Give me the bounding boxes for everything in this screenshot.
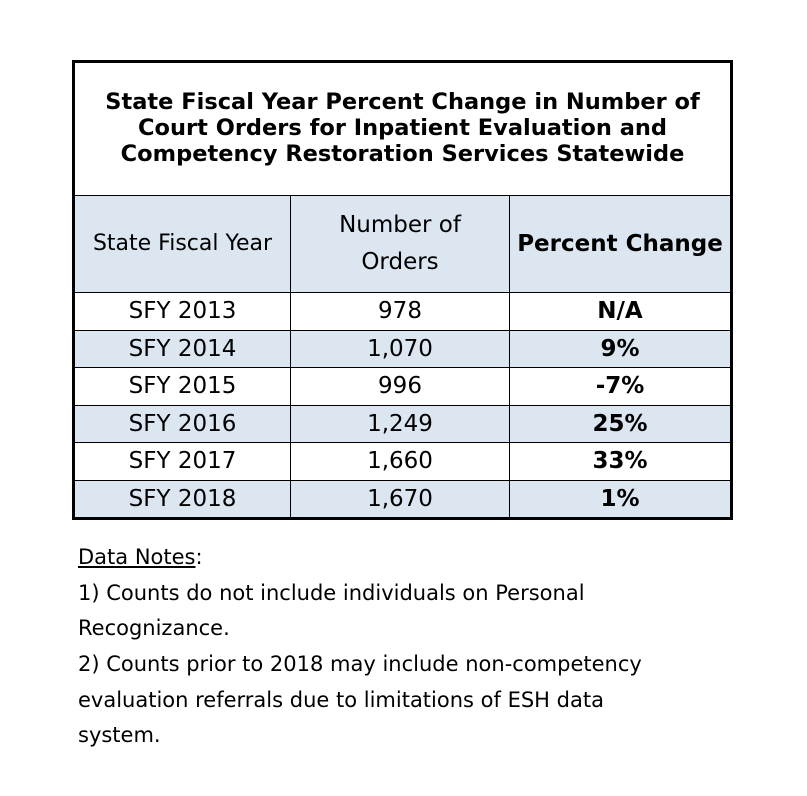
data-notes-heading-colon: : xyxy=(195,545,203,569)
cell-percent-change: 33% xyxy=(508,442,733,481)
cell-fiscal-year: SFY 2015 xyxy=(73,367,291,406)
cell-number-of-orders: 1,670 xyxy=(290,479,510,519)
cell-percent-change: N/A xyxy=(508,292,733,331)
note-2-line-1: 2) Counts prior to 2018 may include non-… xyxy=(78,652,642,677)
cell-percent-change: 9% xyxy=(508,329,733,368)
cell-number-of-orders: 1,249 xyxy=(290,404,510,443)
note-1-line-2: Recognizance. xyxy=(78,616,230,641)
cell-fiscal-year: SFY 2013 xyxy=(73,292,291,331)
note-2-line-2: evaluation referrals due to limitations … xyxy=(78,687,604,712)
data-notes-heading: Data Notes xyxy=(78,545,196,569)
table-row: SFY 2018 1,670 1% xyxy=(73,479,733,519)
cell-fiscal-year: SFY 2016 xyxy=(73,404,291,443)
table-header-row: State Fiscal Year Number of Orders Perce… xyxy=(73,195,733,293)
cell-fiscal-year: SFY 2014 xyxy=(73,329,291,368)
note-1-line-1: 1) Counts do not include individuals on … xyxy=(78,580,585,605)
column-header-number-of-orders-line-1: Number of xyxy=(339,212,461,239)
cell-number-of-orders: 978 xyxy=(290,292,510,331)
table-title-line-1: State Fiscal Year Percent Change in Numb… xyxy=(105,89,700,116)
cell-number-of-orders: 1,660 xyxy=(290,442,510,481)
column-header-number-of-orders-line-2: Orders xyxy=(361,249,439,275)
table-row: SFY 2015 996 -7% xyxy=(73,367,733,406)
data-notes: Data Notes: 1) Counts do not include ind… xyxy=(78,540,718,754)
column-header-state-fiscal-year: State Fiscal Year xyxy=(73,195,291,293)
note-2-line-3: system. xyxy=(78,723,161,748)
court-orders-table: State Fiscal Year Percent Change in Numb… xyxy=(72,60,734,520)
table-title-row: State Fiscal Year Percent Change in Numb… xyxy=(72,61,733,196)
table-row: SFY 2016 1,249 25% xyxy=(73,404,733,443)
table-row: SFY 2013 978 N/A xyxy=(73,292,733,331)
table-row: SFY 2014 1,070 9% xyxy=(73,329,733,368)
column-header-number-of-orders: Number of Orders xyxy=(290,195,510,293)
cell-percent-change: 25% xyxy=(508,404,733,443)
table-title: State Fiscal Year Percent Change in Numb… xyxy=(72,61,733,196)
cell-fiscal-year: SFY 2018 xyxy=(73,479,291,519)
cell-fiscal-year: SFY 2017 xyxy=(73,442,291,481)
cell-number-of-orders: 1,070 xyxy=(290,329,510,368)
table-title-line-2: Court Orders for Inpatient Evaluation an… xyxy=(138,115,668,142)
column-header-percent-change: Percent Change xyxy=(508,195,733,293)
cell-percent-change: -7% xyxy=(508,367,733,406)
cell-percent-change: 1% xyxy=(508,479,733,519)
table-row: SFY 2017 1,660 33% xyxy=(73,442,733,481)
data-notes-heading-line: Data Notes: xyxy=(78,540,718,576)
cell-number-of-orders: 996 xyxy=(290,367,510,406)
table-title-line-3: Competency Restoration Services Statewid… xyxy=(120,140,685,167)
